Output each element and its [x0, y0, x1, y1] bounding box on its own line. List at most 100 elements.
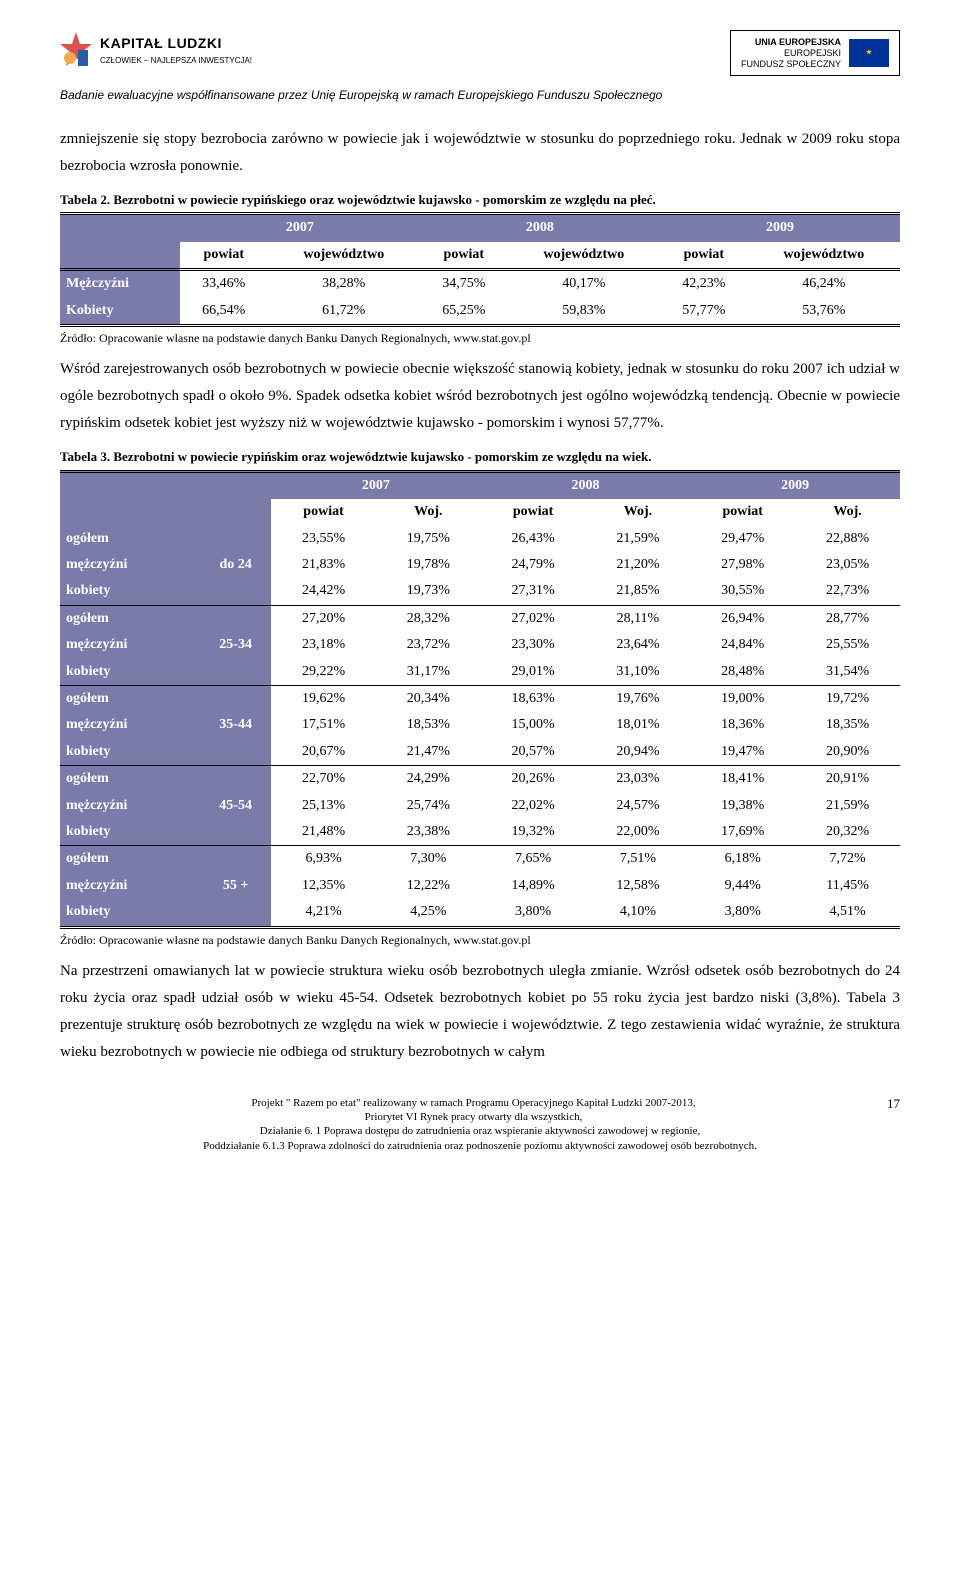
- table3-cell: 15,00%: [481, 712, 586, 738]
- table3-source: Źródło: Opracowanie własne na podstawie …: [60, 931, 900, 950]
- table3-cell: 17,51%: [271, 712, 376, 738]
- table3-rowlabel: ogółem: [60, 526, 200, 552]
- table3-cell: 18,36%: [690, 712, 795, 738]
- paragraph-1: zmniejszenie się stopy bezrobocia zarówn…: [60, 126, 900, 180]
- table2-year-1: 2008: [420, 214, 660, 242]
- table3-cell: 29,01%: [481, 659, 586, 686]
- table3-cell: 30,55%: [690, 578, 795, 605]
- table3-sub-3: Woj.: [586, 499, 691, 525]
- table3-cell: 31,54%: [795, 659, 900, 686]
- logo-left-sub: CZŁOWIEK – NAJLEPSZA INWESTYCJA!: [100, 55, 252, 68]
- eu-logo-text: UNIA EUROPEJSKA EUROPEJSKI FUNDUSZ SPOŁE…: [741, 37, 841, 69]
- table2-sub-5: województwo: [748, 242, 900, 270]
- table3-cell: 4,51%: [795, 899, 900, 927]
- eu-flag-icon: [849, 39, 889, 67]
- footer-line2: Priorytet VI Rynek pracy otwarty dla wsz…: [60, 1110, 900, 1124]
- table3-cell: 6,18%: [690, 846, 795, 873]
- table3-cell: 28,48%: [690, 659, 795, 686]
- table3-sub-1: Woj.: [376, 499, 481, 525]
- table3-cell: 11,45%: [795, 873, 900, 899]
- table3-sub-2: powiat: [481, 499, 586, 525]
- table2-cell: 59,83%: [508, 298, 660, 326]
- table3-cell: 22,73%: [795, 578, 900, 605]
- page-header: KAPITAŁ LUDZKI CZŁOWIEK – NAJLEPSZA INWE…: [60, 30, 900, 76]
- table3-sub-0: powiat: [271, 499, 376, 525]
- eu-line2: EUROPEJSKI: [741, 48, 841, 59]
- table3-cell: 12,58%: [586, 873, 691, 899]
- table2-rowlabel-1: Kobiety: [60, 298, 180, 326]
- table3-cell: 18,35%: [795, 712, 900, 738]
- kapital-ludzki-logo: KAPITAŁ LUDZKI CZŁOWIEK – NAJLEPSZA INWE…: [60, 30, 252, 70]
- table2-rowlabel-0: Mężczyźni: [60, 270, 180, 298]
- table2-sub-2: powiat: [420, 242, 508, 270]
- table3-rowlabel: kobiety: [60, 739, 200, 766]
- table3-cell: 19,78%: [376, 552, 481, 578]
- table2-cell: 66,54%: [180, 298, 268, 326]
- table3-cell: 19,62%: [271, 686, 376, 713]
- table3-cell: 20,90%: [795, 739, 900, 766]
- footer-line4: Poddziałanie 6.1.3 Poprawa zdolności do …: [60, 1139, 900, 1153]
- page-footer: 17 Projekt " Razem po etat" realizowany …: [60, 1096, 900, 1153]
- table3-cell: 22,02%: [481, 793, 586, 819]
- table2-cell: 40,17%: [508, 270, 660, 298]
- table3-cell: 19,00%: [690, 686, 795, 713]
- table3-cell: 12,35%: [271, 873, 376, 899]
- table3-age-label: 35-44: [200, 686, 271, 766]
- table3-age-label: 55 +: [200, 846, 271, 927]
- table2-sub-3: województwo: [508, 242, 660, 270]
- table2-cell: 33,46%: [180, 270, 268, 298]
- table3-cell: 9,44%: [690, 873, 795, 899]
- table3-rowlabel: kobiety: [60, 819, 200, 846]
- table3-cell: 4,25%: [376, 899, 481, 927]
- table3-cell: 25,13%: [271, 793, 376, 819]
- table3-cell: 23,72%: [376, 632, 481, 658]
- table3-cell: 24,42%: [271, 578, 376, 605]
- table2-cell: 38,28%: [268, 270, 420, 298]
- table3-cell: 20,91%: [795, 766, 900, 793]
- table3-cell: 19,73%: [376, 578, 481, 605]
- table3-cell: 19,32%: [481, 819, 586, 846]
- table3-cell: 24,29%: [376, 766, 481, 793]
- table3-cell: 27,20%: [271, 605, 376, 632]
- table3-cell: 4,10%: [586, 899, 691, 927]
- table3-cell: 24,84%: [690, 632, 795, 658]
- table3-cell: 23,18%: [271, 632, 376, 658]
- kapital-ludzki-text: KAPITAŁ LUDZKI CZŁOWIEK – NAJLEPSZA INWE…: [100, 32, 252, 67]
- table3-cell: 20,94%: [586, 739, 691, 766]
- table3-rowlabel: ogółem: [60, 846, 200, 873]
- eu-line1: UNIA EUROPEJSKA: [741, 37, 841, 48]
- footer-line1: Projekt " Razem po etat" realizowany w r…: [60, 1096, 900, 1110]
- table3-cell: 20,26%: [481, 766, 586, 793]
- table3-rowlabel: ogółem: [60, 686, 200, 713]
- table2-cell: 65,25%: [420, 298, 508, 326]
- table3-cell: 21,83%: [271, 552, 376, 578]
- table2-cell: 53,76%: [748, 298, 900, 326]
- table3-cell: 31,10%: [586, 659, 691, 686]
- table3-rowlabel: mężczyźni: [60, 632, 200, 658]
- table3-cell: 3,80%: [690, 899, 795, 927]
- table3-cell: 18,53%: [376, 712, 481, 738]
- table3-cell: 27,02%: [481, 605, 586, 632]
- table3-cell: 18,41%: [690, 766, 795, 793]
- table3-corner: [60, 471, 271, 499]
- table3-cell: 7,65%: [481, 846, 586, 873]
- table3-cell: 23,05%: [795, 552, 900, 578]
- table2: 2007 2008 2009 powiat województwo powiat…: [60, 212, 900, 327]
- table3-cell: 19,38%: [690, 793, 795, 819]
- kapital-ludzki-icon: [60, 30, 92, 70]
- table3-age-label: 45-54: [200, 766, 271, 846]
- table3-caption: Tabela 3. Bezrobotni w powiecie rypiński…: [60, 447, 900, 468]
- table3-rowlabel: mężczyźni: [60, 793, 200, 819]
- table3-cell: 27,98%: [690, 552, 795, 578]
- table3-cell: 19,76%: [586, 686, 691, 713]
- table3-cell: 21,20%: [586, 552, 691, 578]
- table3-cell: 3,80%: [481, 899, 586, 927]
- table2-cell: 46,24%: [748, 270, 900, 298]
- table3-cell: 21,59%: [795, 793, 900, 819]
- table3-cell: 19,72%: [795, 686, 900, 713]
- table3-cell: 20,34%: [376, 686, 481, 713]
- table3: 2007 2008 2009 powiat Woj. powiat Woj. p…: [60, 470, 900, 929]
- table3-cell: 21,85%: [586, 578, 691, 605]
- table3-corner2: [60, 499, 271, 525]
- table3-cell: 29,47%: [690, 526, 795, 552]
